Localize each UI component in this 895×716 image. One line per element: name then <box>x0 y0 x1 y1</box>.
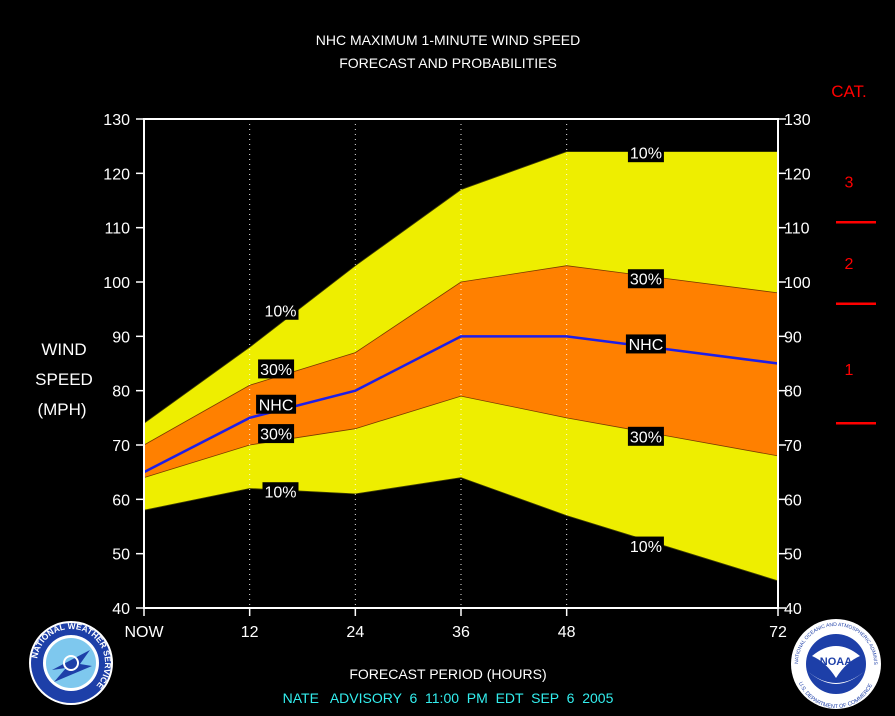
y-axis-label-line2: SPEED <box>35 370 93 389</box>
series-label-box <box>256 394 297 414</box>
y-tick-label-right: 100 <box>784 275 811 292</box>
y-tick-label-right: 130 <box>784 112 811 129</box>
y-tick-label-left: 130 <box>103 112 130 129</box>
series-label: 30% <box>260 362 292 379</box>
series-label: NHC <box>629 337 664 354</box>
category-label: 1 <box>845 362 854 379</box>
series-label-box <box>625 334 666 354</box>
x-tick-label: 12 <box>241 624 259 641</box>
y-tick-label-right: 70 <box>784 438 802 455</box>
series-line-lower30 <box>143 395 779 478</box>
series-label: 30% <box>630 429 662 446</box>
series-label: 10% <box>264 303 296 320</box>
category-scale: 3 2 1 <box>836 174 876 425</box>
series-label: 30% <box>630 272 662 289</box>
y-tick-label-left: 90 <box>112 329 130 346</box>
y-axis-label-line1: WIND <box>41 340 86 359</box>
series-label: NHC <box>259 397 294 414</box>
y-tick-label-left: 120 <box>103 166 130 183</box>
y-tick-label-right: 110 <box>784 221 810 238</box>
series-label: 10% <box>264 485 296 502</box>
series-line-upper10 <box>143 151 778 424</box>
x-axis-label: FORECAST PERIOD (HOURS) <box>349 666 546 682</box>
y-tick-label-right: 90 <box>784 329 802 346</box>
series-label: 30% <box>260 427 292 444</box>
y-tick-label-left: 110 <box>104 221 130 238</box>
series-label: 10% <box>630 539 662 556</box>
y-tick-label-right: 40 <box>784 601 802 618</box>
series-label-box <box>627 269 664 289</box>
y-tick-label-right: 50 <box>784 547 802 564</box>
y-tick-label-left: 70 <box>112 438 130 455</box>
series-label-box <box>627 143 664 163</box>
series-line-nhc-forecast <box>143 335 779 474</box>
noaa-logo-center-text: NOAA <box>820 656 852 668</box>
series-label-box <box>262 300 299 320</box>
series-label-box <box>258 359 295 379</box>
x-tick-label: 24 <box>346 624 364 641</box>
series-line-upper30 <box>143 265 779 446</box>
y-tick-label-left: 80 <box>112 384 130 401</box>
series-label-box <box>262 482 299 502</box>
series-label-box <box>627 426 664 446</box>
band-30-percent <box>144 265 778 478</box>
advisory-footer: NATE ADVISORY 6 11:00 PM EDT SEP 6 2005 <box>283 690 614 706</box>
nws-logo-icon: NATIONAL WEATHER SERVICE <box>29 621 113 705</box>
y-tick-label-left: 60 <box>112 492 130 509</box>
y-tick-label-left: 50 <box>112 547 130 564</box>
x-tick-label: 72 <box>769 624 787 641</box>
category-title: CAT. <box>831 82 867 101</box>
chart-title-line2: FORECAST AND PROBABILITIES <box>339 55 557 71</box>
x-tick-label: 36 <box>452 624 470 641</box>
series-label-box <box>258 424 295 444</box>
series-line-lower10 <box>143 477 779 582</box>
series-label-box <box>627 536 664 556</box>
x-tick-label: 48 <box>558 624 576 641</box>
x-tick-label: NOW <box>124 624 164 641</box>
category-label: 2 <box>845 256 854 273</box>
y-tick-label-left: 100 <box>103 275 130 292</box>
y-axis-label-line3: (MPH) <box>37 400 86 419</box>
y-tick-label-left: 40 <box>112 601 130 618</box>
plot-area: 40 40 50 50 60 60 70 70 80 80 90 90 100 100 110 110 120 1… <box>103 112 811 641</box>
category-label: 3 <box>845 174 854 191</box>
y-tick-label-right: 80 <box>784 384 802 401</box>
y-tick-label-right: 60 <box>784 492 802 509</box>
noaa-logo-icon: NOAA NATIONAL OCEANIC AND ATMOSPHERIC AD… <box>790 618 881 710</box>
y-tick-label-right: 120 <box>784 166 811 183</box>
series-label: 10% <box>630 146 662 163</box>
chart-title-line1: NHC MAXIMUM 1-MINUTE WIND SPEED <box>316 32 580 48</box>
